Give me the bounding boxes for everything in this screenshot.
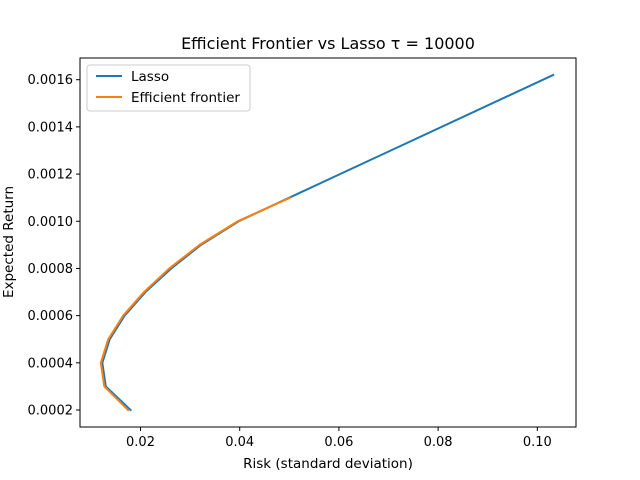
y-tick-label: 0.0010 xyxy=(28,215,74,230)
chart-title: Efficient Frontier vs Lasso τ = 10000 xyxy=(181,34,475,53)
x-tick-label: 0.02 xyxy=(126,435,155,450)
legend-label-efficient-frontier: Efficient frontier xyxy=(131,90,240,106)
y-tick-label: 0.0008 xyxy=(28,262,74,277)
y-axis-label: Expected Return xyxy=(1,186,17,298)
y-tick-label: 0.0002 xyxy=(28,404,74,419)
series-layer xyxy=(99,73,555,412)
x-axis: 0.02 0.04 0.06 0.08 0.10 xyxy=(126,427,552,450)
y-tick-label: 0.0012 xyxy=(28,168,74,183)
y-tick-label: 0.0006 xyxy=(28,309,74,324)
legend-box xyxy=(86,64,251,112)
x-tick-label: 0.06 xyxy=(324,435,353,450)
plot-area xyxy=(79,57,577,428)
x-tick-label: 0.08 xyxy=(424,435,453,450)
series-line-efficient-frontier xyxy=(99,196,292,412)
x-tick-label: 0.04 xyxy=(225,435,254,450)
legend: Lasso Efficient frontier xyxy=(86,64,251,112)
x-axis-label: Risk (standard deviation) xyxy=(243,456,413,472)
y-tick-label: 0.0016 xyxy=(28,73,74,88)
y-axis: 0.0002 0.0004 0.0006 0.0008 0.0010 0.0012 0.00… xyxy=(28,73,80,419)
x-tick-label: 0.10 xyxy=(523,435,552,450)
axes-frame xyxy=(79,57,577,428)
y-tick-label: 0.0014 xyxy=(28,120,74,135)
y-tick-label: 0.0004 xyxy=(28,356,74,371)
legend-label-lasso: Lasso xyxy=(131,69,169,85)
